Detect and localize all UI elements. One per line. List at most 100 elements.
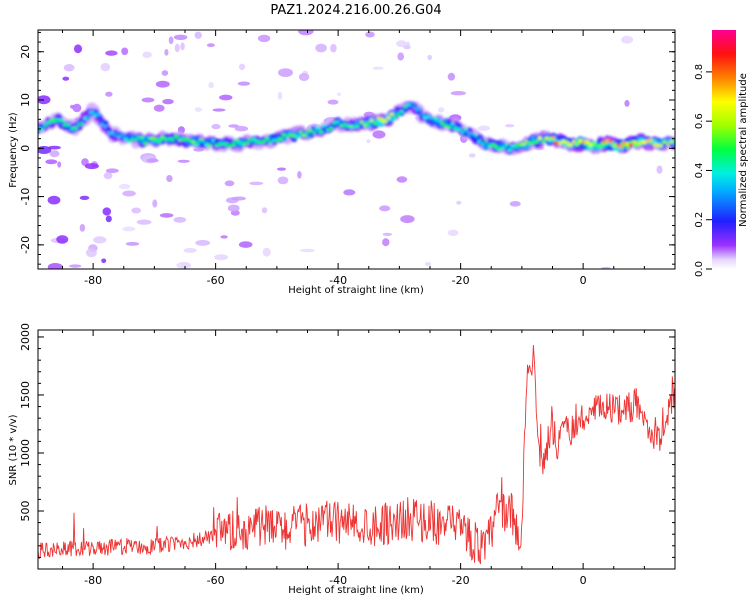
spectrogram-ridge-cell [558, 141, 563, 145]
spectrogram-ridge-cell [264, 137, 270, 141]
spectrogram-noise-blob [176, 261, 192, 269]
spectrogram-noise-blob [211, 123, 221, 130]
spectrogram-ridge-cell [123, 137, 128, 141]
spectrogram-ridge-cell [207, 143, 212, 148]
spectrogram-noise-blob [103, 172, 113, 180]
spectrogram-ridge-cell [336, 120, 340, 124]
spectrogram-ridge-cell [484, 139, 488, 143]
spectrogram-noise-blob [315, 43, 327, 53]
y-tick-label: 10 [19, 93, 32, 107]
spectrogram-ridge-cell [456, 127, 462, 132]
spectrogram-ridge-cell [504, 143, 508, 147]
spectrogram-ridge-cell [83, 116, 87, 121]
spectrogram-ridge-cell [171, 138, 175, 142]
spectrogram-noise-blob [194, 107, 203, 112]
spectrogram-ridge-cell [329, 126, 334, 131]
spectrogram-ridge-cell [102, 120, 109, 126]
spectrogram-ridge-cell [507, 148, 512, 152]
spectrogram-ridge-cell [314, 126, 321, 131]
spectrogram-ridge-cell [203, 142, 209, 146]
spectrogram-ridge-cell [397, 113, 400, 117]
spectrogram-ridge-cell [446, 125, 452, 129]
colorbar-label: Normalized spectral amplitude [738, 73, 749, 227]
spectrogram-ridge-cell [477, 139, 482, 144]
spectrogram-y-label: Frequency (Hz) [8, 112, 19, 188]
spectrogram-ridge-cell [393, 115, 397, 119]
spectrogram-noise-blob [261, 207, 268, 214]
x-tick-label: -80 [84, 274, 102, 287]
spectrogram-ridge-cell [567, 143, 574, 147]
spectrogram-ridge-cell [281, 133, 287, 137]
snr-y-axis: 500 1000 1500 2000 [19, 323, 675, 570]
spectrogram-ridge-cell [332, 121, 337, 125]
spectrogram-noise-blob [105, 91, 113, 97]
spectrogram-ridge-cell [476, 134, 483, 141]
y-tick-label: 20 [19, 45, 32, 59]
colorbar-tick-label: 0.8 [694, 64, 705, 80]
spectrogram-noise-blob [300, 248, 315, 253]
spectrogram-ridge-cell [611, 144, 617, 148]
spectrogram-noise-blob [173, 34, 188, 40]
spectrogram-noise-blob [47, 195, 61, 205]
spectrogram-noise-blob [227, 204, 240, 212]
spectrogram-ridge-cell [318, 130, 324, 134]
spectrogram-noise-blob [327, 99, 339, 105]
spectrogram-ridge-cell [140, 136, 145, 141]
spectrogram-noise-blob [262, 247, 271, 257]
spectrogram-noise-blob [122, 226, 136, 232]
spectrogram-ridge-cell [500, 145, 506, 150]
spectrogram-ridge-cell [117, 134, 121, 139]
spectrogram-ridge-cell [463, 127, 468, 132]
spectrogram-ridge-cell [591, 141, 596, 146]
spectrogram-ridge-cell [43, 123, 47, 127]
spectrogram-noise-blob [142, 51, 152, 59]
spectrogram-ridge-cell [119, 133, 125, 137]
spectrogram-noise-blob [180, 42, 185, 51]
spectrogram-ridge-cell [366, 121, 370, 126]
spectrogram-ridge-cell [188, 138, 192, 143]
colorbar-tick-label: 0.2 [694, 212, 705, 228]
spectrogram-ridge-cell [608, 139, 613, 144]
spectrogram-ridge-cell [244, 141, 250, 145]
spectrogram-ridge-cell [409, 101, 415, 106]
spectrogram-ridge-cell [131, 137, 134, 141]
x-tick-label: -80 [84, 574, 102, 587]
x-tick-label: 0 [580, 274, 587, 287]
spectrogram-noise-blob [208, 82, 214, 89]
spectrogram-ridge-cell [45, 121, 51, 125]
colorbar-tick-label: 0.4 [694, 162, 705, 178]
spectrogram-noise-blob [101, 258, 107, 264]
spectrogram-ridge-cell [80, 122, 84, 126]
spectrogram-noise-blob [298, 30, 314, 36]
spectrogram-noise-blob [477, 125, 491, 131]
spectrogram-ridge-cell [95, 112, 102, 117]
spectrogram-ridge-cell [386, 116, 390, 120]
spectrogram-ridge-cell [105, 126, 112, 133]
spectrogram-noise-blob [159, 213, 174, 218]
snr-panel: -80 -60 -40 -20 0 500 1000 1500 2000 Height of … [8, 323, 676, 596]
spectrogram-noise-blob [56, 235, 69, 244]
snr-series-line [38, 344, 675, 565]
y-tick-label: 1000 [19, 439, 32, 467]
spectrogram-ridge-cell [618, 144, 624, 149]
spectrogram-ridge-cell [52, 118, 58, 122]
spectrogram-ridge-cell [427, 114, 431, 118]
spectrogram-ridge-cell [415, 107, 422, 112]
spectrogram-ridge-cell [520, 142, 526, 146]
figure-title: PAZ1.2024.216.00.26.G04 [270, 3, 441, 18]
spectrogram-noise-blob [57, 161, 62, 168]
spectrogram-ridge-cell [72, 126, 78, 130]
spectrogram-ridge-cell [628, 143, 634, 147]
spectrogram-noise-blob [366, 139, 371, 143]
spectrogram-ridge-cell [363, 123, 367, 128]
spectrogram-ridge-cell [166, 137, 173, 141]
spectrogram-noise-blob [47, 263, 63, 269]
spectrogram-ridge-cell [537, 136, 542, 140]
spectrogram-noise-blob [141, 97, 155, 103]
spectrogram-noise-blob [219, 94, 233, 101]
spectrogram-ridge-cell [143, 141, 149, 145]
spectrogram-noise-blob [212, 108, 226, 112]
spectrogram-ridge-cell [461, 130, 464, 134]
spectrogram-noise-blob [63, 63, 75, 72]
spectrogram-noise-blob [174, 43, 180, 53]
